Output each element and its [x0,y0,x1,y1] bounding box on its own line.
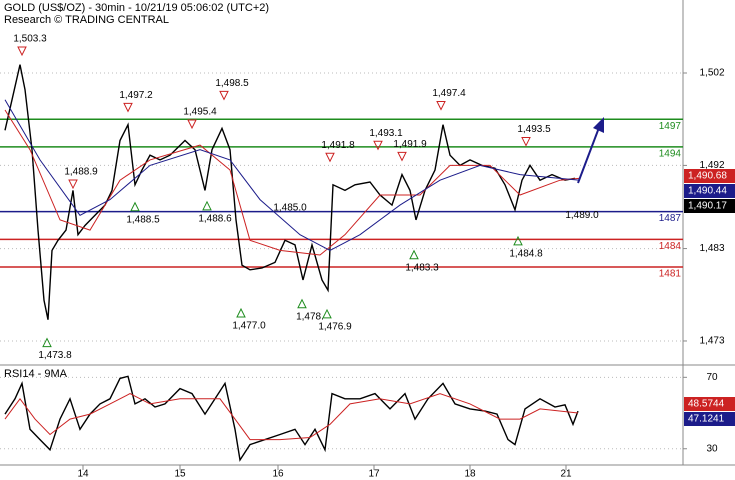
value-box-label: 48.5744 [688,399,725,410]
level-label: 1487 [659,213,682,224]
annotation-label: 1,489.0 [565,210,599,221]
level-label: 1497 [659,121,682,132]
chart-title: GOLD (US$/OZ) - 30min - 10/21/19 05:06:0… [4,2,269,14]
y-tick-label: 1,492 [699,160,724,171]
annotation-label: 1,498.5 [215,78,249,89]
low-marker [322,308,332,319]
price-box-label: 1,490.68 [688,171,727,182]
high-marker [325,152,335,163]
high-marker [397,151,407,162]
x-tick-label: 18 [464,469,476,480]
annotation-label: 1,503.3 [13,34,47,45]
high-marker [373,140,383,151]
y-tick-label: 1,502 [699,68,724,79]
low-marker [236,307,246,318]
annotation-label: 1,493.5 [517,124,551,135]
annotation-label: 1,488.5 [126,214,160,225]
annotation-label: 1,473.8 [38,350,72,361]
level-label: 1494 [659,149,682,160]
high-marker [17,46,27,57]
price-box [684,199,735,213]
price-box [684,169,735,183]
x-tick-label: 21 [560,469,572,480]
high-marker [219,90,229,101]
forecast-arrow [577,124,601,184]
forecast-arrow-head [593,117,604,133]
low-marker [513,235,523,246]
x-tick-label: 14 [77,469,89,480]
high-marker [521,137,531,147]
annotation-label: 1,497.2 [119,90,153,101]
annotation-label: 1,476.9 [318,322,352,333]
annotation-label: 1,497.4 [432,88,466,99]
price-box-label: 1,490.17 [688,201,727,212]
low-marker [130,201,140,212]
high-marker [68,179,78,190]
annotation-label: 1,491.9 [393,139,427,150]
rsi-title: RSI14 - 9MA [4,368,68,380]
annotation-label: 1,488.9 [64,167,98,178]
high-marker [436,101,446,111]
annotation-label: 1,495.4 [183,107,217,118]
chart-subtitle: Research © TRADING CENTRAL [4,14,169,26]
annotation-label: 1,484.8 [509,249,543,260]
y-tick-label: 1,473 [699,336,724,347]
low-marker [202,200,212,211]
level-label: 1484 [659,241,682,252]
value-box [684,397,735,411]
price-box-label: 1,490.44 [688,186,727,197]
x-tick-label: 17 [368,469,380,480]
y-tick-label: 30 [706,443,718,454]
annotation-label: 1,488.6 [198,213,232,224]
low-marker [42,337,52,348]
y-tick-label: 1,483 [699,243,724,254]
high-marker [187,119,197,130]
series-line [4,64,576,320]
annotation-label: 1,477.0 [232,321,266,332]
low-marker [297,298,307,309]
annotation-label: 1,485.0 [273,203,307,214]
annotation-label: 1,493.1 [369,128,403,139]
x-tick-label: 15 [174,469,186,480]
series-line [4,99,581,251]
series-line [4,393,579,441]
value-box [684,412,735,426]
low-marker [409,249,419,260]
annotation-label: 1,491.8 [321,140,355,151]
y-tick-label: 70 [706,372,718,383]
price-box [684,184,735,198]
x-tick-label: 16 [272,469,284,480]
series-line [4,109,581,256]
annotation-label: 1,483.3 [405,262,439,273]
value-box-label: 47.1241 [688,414,725,425]
level-label: 1481 [659,269,682,280]
high-marker [123,102,133,113]
annotation-label: 1,478. [296,311,324,322]
